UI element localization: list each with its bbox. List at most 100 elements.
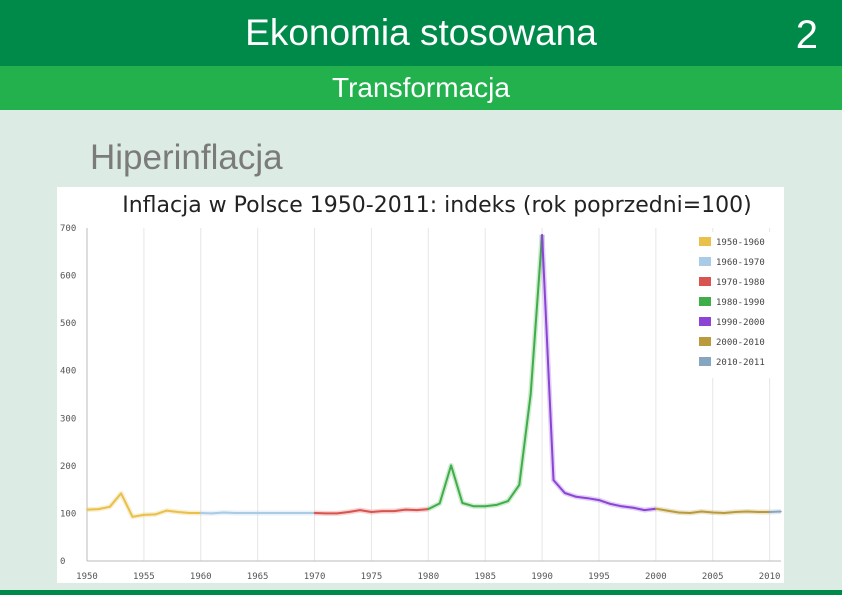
page-number: 2	[795, 13, 818, 57]
data-point	[723, 512, 725, 514]
data-point	[290, 512, 293, 514]
x-tick-label: 1960	[190, 572, 212, 582]
legend-label: 2000-2010	[716, 338, 765, 348]
data-point	[268, 512, 270, 514]
data-point	[643, 509, 646, 511]
footer-bar	[0, 590, 842, 595]
data-point	[382, 510, 384, 512]
chart-panel	[57, 187, 784, 583]
data-point	[564, 492, 566, 494]
y-tick-label: 300	[60, 414, 76, 424]
data-point	[154, 513, 157, 516]
data-point	[700, 510, 703, 513]
data-point	[746, 510, 748, 513]
legend-swatch	[699, 257, 711, 266]
data-point	[347, 511, 350, 513]
y-tick-label: 400	[60, 367, 76, 377]
legend-swatch	[699, 297, 711, 306]
legend-label: 1970-1980	[716, 278, 765, 288]
legend-swatch	[699, 357, 711, 366]
data-point	[325, 512, 327, 515]
slide-title: Ekonomia stosowana	[245, 12, 597, 53]
data-point	[245, 512, 248, 514]
data-point	[143, 514, 145, 516]
data-point	[632, 506, 634, 509]
x-tick-label: 1965	[247, 572, 269, 582]
legend-swatch	[699, 317, 711, 326]
section-heading: Hiperinflacja	[90, 138, 283, 177]
y-tick-label: 0	[60, 557, 65, 567]
data-point	[211, 512, 213, 515]
data-point	[336, 512, 339, 515]
data-point	[495, 504, 498, 506]
data-point	[199, 512, 202, 514]
data-point	[370, 511, 373, 513]
data-point	[507, 500, 509, 502]
chart-title: Inflacja w Polsce 1950-2011: indeks (rok…	[122, 193, 752, 218]
data-point	[404, 508, 407, 511]
legend-label: 1990-2000	[716, 318, 765, 328]
data-point	[256, 512, 259, 514]
y-tick-label: 100	[60, 509, 76, 519]
slide-subtitle: Transformacja	[332, 72, 510, 103]
x-tick-label: 1950	[76, 572, 98, 582]
data-point	[484, 505, 486, 508]
legend-label: 1980-1990	[716, 298, 765, 308]
data-point	[279, 512, 282, 514]
data-point	[598, 499, 600, 501]
legend-label: 2010-2011	[716, 358, 765, 368]
legend-swatch	[699, 337, 711, 346]
header-bar	[0, 0, 842, 66]
legend-label: 1960-1970	[716, 258, 765, 268]
data-point	[711, 511, 714, 514]
data-point	[734, 511, 737, 513]
x-tick-label: 1980	[417, 572, 439, 582]
data-point	[302, 512, 304, 514]
data-point	[131, 515, 134, 518]
data-point	[666, 509, 669, 512]
legend-swatch	[699, 277, 711, 286]
data-point	[541, 233, 543, 236]
data-point	[120, 492, 122, 495]
x-tick-label: 1985	[474, 572, 496, 582]
series-line	[769, 510, 782, 513]
data-point	[620, 505, 623, 508]
data-point	[450, 464, 452, 467]
data-point	[586, 497, 589, 500]
x-tick-label: 1975	[361, 572, 383, 582]
legend-swatch	[699, 237, 711, 246]
subheader-bar	[0, 66, 842, 110]
data-point	[438, 502, 441, 505]
data-point	[609, 503, 612, 505]
data-point	[529, 393, 532, 395]
data-point	[473, 505, 475, 508]
data-point	[757, 511, 760, 513]
x-tick-label: 1955	[133, 572, 155, 582]
data-point	[427, 508, 430, 510]
y-tick-label: 500	[60, 319, 76, 329]
y-tick-label: 600	[60, 272, 76, 282]
data-point	[188, 512, 191, 514]
data-point	[552, 479, 555, 481]
legend-label: 1950-1960	[716, 238, 765, 248]
data-point	[86, 508, 88, 511]
data-point	[677, 511, 680, 514]
data-point	[165, 509, 168, 512]
data-point	[108, 505, 111, 508]
x-tick-label: 1995	[588, 572, 610, 582]
x-tick-label: 1970	[304, 572, 326, 582]
data-point	[234, 512, 236, 514]
data-point	[222, 511, 225, 514]
data-point	[177, 511, 179, 513]
y-tick-label: 700	[60, 224, 76, 234]
x-tick-label: 2010	[759, 572, 781, 582]
data-point	[518, 484, 521, 486]
data-point	[575, 495, 578, 498]
data-point	[461, 502, 464, 504]
data-point	[359, 509, 361, 511]
data-point	[689, 512, 691, 514]
x-tick-label: 2005	[702, 572, 724, 582]
data-point	[768, 511, 771, 513]
data-point	[780, 510, 782, 513]
